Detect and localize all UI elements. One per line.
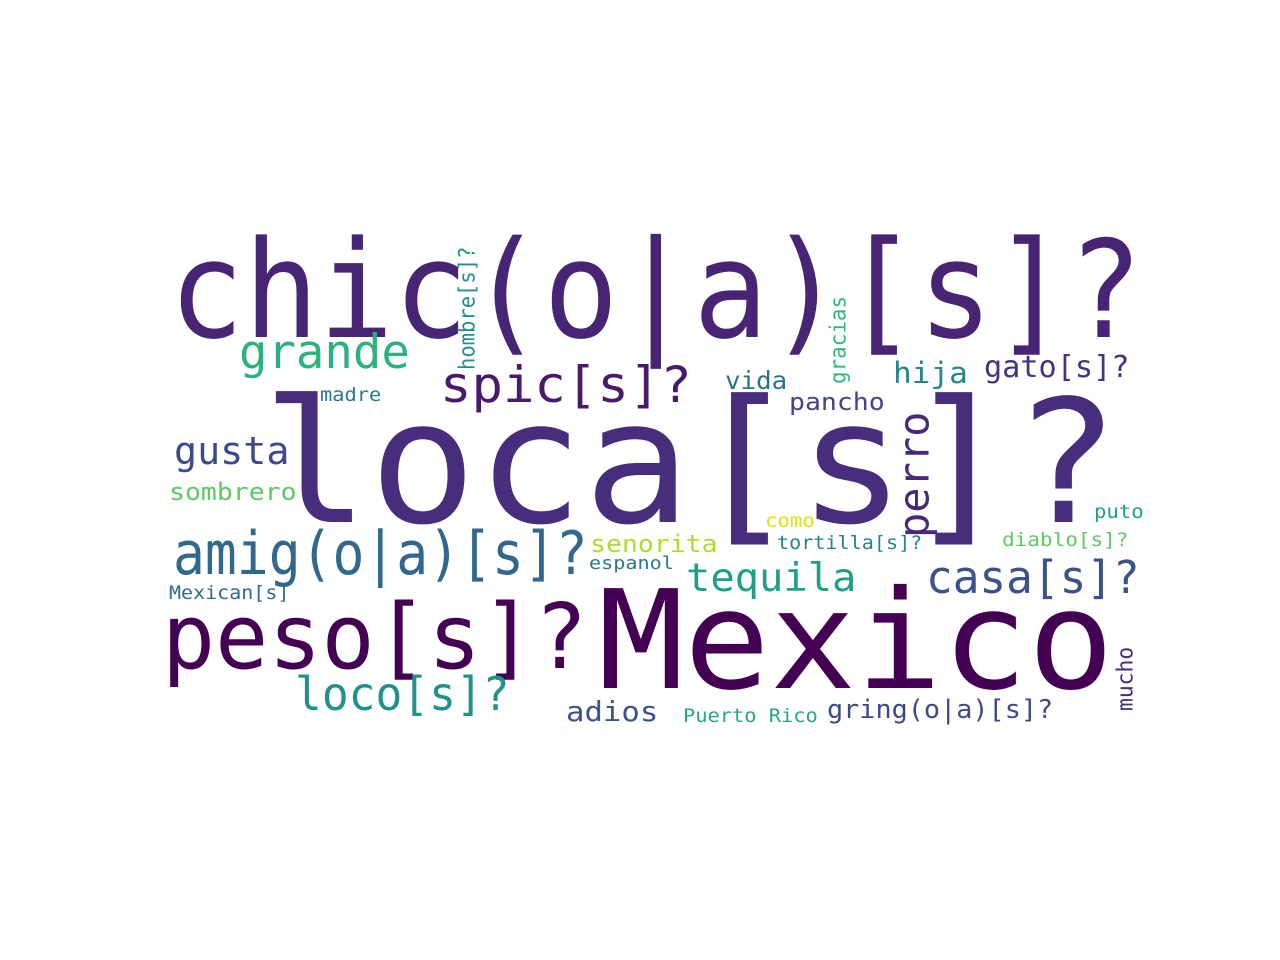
- word-spic: spic[s]?: [440, 356, 692, 414]
- word-hija: hija: [893, 356, 968, 391]
- word-vida: vida: [725, 365, 788, 395]
- word-hombre: hombre[s]?: [454, 246, 481, 370]
- word-peso: peso[s]?: [162, 585, 588, 690]
- word-casa: casa[s]?: [926, 550, 1140, 604]
- word-puerto-rico: Puerto Rico: [683, 705, 818, 728]
- word-diablo: diablo[s]?: [1002, 529, 1129, 552]
- word-tortilla: tortilla[s]?: [777, 532, 923, 555]
- word-loco: loco[s]?: [295, 667, 510, 722]
- word-perro: perro: [889, 411, 939, 538]
- word-gato: gato[s]?: [984, 350, 1130, 385]
- word-grande: grande: [239, 325, 410, 381]
- word-como: como: [765, 510, 815, 533]
- word-tequila: tequila: [686, 556, 857, 602]
- word-adios: adios: [566, 695, 659, 729]
- word-mexican: Mexican[s]: [169, 582, 290, 605]
- word-puto: puto: [1094, 501, 1144, 524]
- word-sombrero: sombrero: [169, 477, 297, 506]
- word-gusta: gusta: [174, 429, 290, 474]
- word-loca: loca[s]?: [262, 363, 1120, 563]
- word-pancho: pancho: [789, 387, 885, 416]
- word-gracias: gracias: [825, 295, 852, 384]
- word-madre: madre: [320, 384, 382, 407]
- word-cloud: loca[s]? Mexico chic(o|a)[s]? peso[s]? amig(…: [160, 223, 1144, 729]
- word-senorita: senorita: [590, 529, 718, 558]
- word-chic: chic(o|a)[s]?: [169, 211, 1143, 369]
- word-mexico: Mexico: [598, 562, 1114, 722]
- word-amig: amig(o|a)[s]?: [173, 519, 588, 589]
- word-espanol: espanol: [589, 553, 674, 575]
- word-mucho: mucho: [1112, 646, 1139, 711]
- word-gring: gring(o|a)[s]?: [827, 695, 1054, 726]
